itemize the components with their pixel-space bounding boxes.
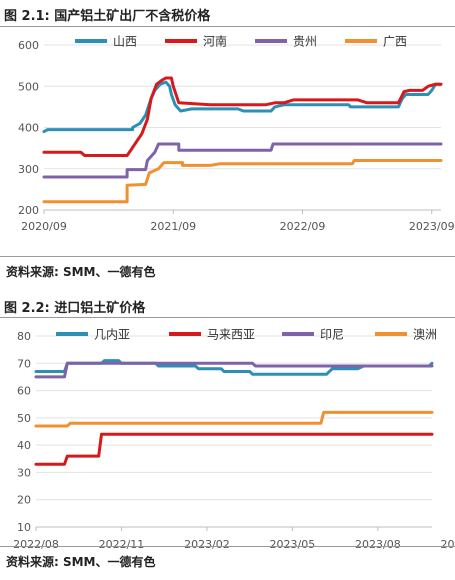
source-note: 资料来源: SMM、一德有色 — [6, 265, 156, 279]
chart-imported-bauxite-price: 10 20 30 40 50 60 70 80 2022/08 2022/11 2023/02 202… — [13, 328, 455, 552]
y-tick-label: 600 — [18, 39, 39, 52]
y-tick-label: 300 — [18, 163, 39, 176]
legend-label: 广西 — [383, 35, 407, 49]
chart-title: 图 2.2: 进口铝土矿价格 — [4, 301, 146, 316]
series-line-3 — [34, 361, 434, 379]
title-divider — [0, 317, 455, 318]
x-tick-label: 2023/08 — [355, 538, 401, 551]
legend-label: 贵州 — [293, 35, 317, 49]
y-tick-label: 60 — [17, 385, 31, 398]
y-tick-label: 70 — [17, 357, 31, 370]
source-divider — [0, 546, 455, 547]
series-line-2 — [42, 76, 443, 157]
x-tick-label: 2023/02 — [184, 538, 230, 551]
y-tick-label: 200 — [18, 204, 39, 217]
x-tick-label: 2022/11 — [99, 538, 145, 551]
x-tick-label: 2023/09 — [409, 220, 455, 233]
legend-label: 几内亚 — [94, 328, 130, 342]
figure-imported-bauxite: 图 2.2: 进口铝土矿价格 10 20 30 40 50 60 70 80 2022/08 20… — [0, 290, 455, 580]
legend-label: 山西 — [113, 35, 137, 49]
x-tick-label: 2022/09 — [280, 220, 326, 233]
y-tick-label: 400 — [18, 122, 39, 135]
y-tick-label: 80 — [17, 330, 31, 343]
series-line-3 — [42, 142, 443, 179]
source-divider — [0, 256, 455, 257]
legend-label: 澳洲 — [413, 328, 437, 342]
y-tick-label: 50 — [17, 412, 31, 425]
x-tick-label: 2023/11 — [440, 538, 455, 551]
chart-domestic-bauxite-price: 200 300 400 500 600 2020/09 2021/09 2022/09 2023… — [18, 34, 455, 234]
y-tick-label: 20 — [17, 494, 31, 507]
series-line-4 — [34, 410, 434, 428]
x-tick-label: 2023/05 — [270, 538, 316, 551]
y-tick-label: 30 — [17, 466, 31, 479]
source-note: 资料来源: SMM、一德有色 — [6, 555, 156, 569]
legend-label: 河南 — [203, 34, 227, 49]
series-line-2 — [34, 432, 434, 466]
y-tick-label: 40 — [17, 439, 31, 452]
x-tick-label: 2020/09 — [21, 220, 67, 233]
figure-domestic-bauxite: 图 2.1: 国产铝土矿出厂不含税价格 200 300 400 500 600 2020/… — [0, 9, 455, 279]
legend-label: 马来西亚 — [207, 328, 255, 342]
x-tick-label: 2021/09 — [150, 220, 196, 233]
y-tick-label: 500 — [18, 80, 39, 93]
legend-label: 印尼 — [320, 328, 344, 342]
chart-title: 图 2.1: 国产铝土矿出厂不含税价格 — [4, 9, 211, 24]
title-divider — [0, 26, 455, 27]
series-line-1 — [42, 80, 443, 134]
x-tick-label: 2022/08 — [13, 538, 59, 551]
series-line-4 — [42, 159, 443, 204]
y-tick-label: 10 — [17, 521, 31, 534]
